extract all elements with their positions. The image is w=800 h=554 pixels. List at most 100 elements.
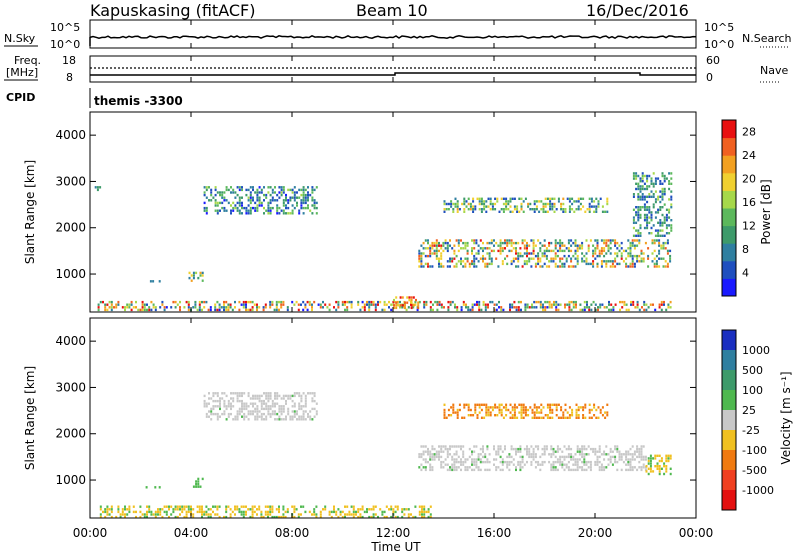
power-cell bbox=[385, 303, 388, 306]
velocity-cell bbox=[506, 455, 509, 459]
velocity-cell bbox=[538, 411, 541, 414]
power-cell bbox=[653, 249, 656, 253]
velocity-cell bbox=[282, 515, 285, 519]
power-cell bbox=[252, 196, 254, 199]
velocity-y-label: Slant Range [km] bbox=[23, 366, 37, 470]
power-cell bbox=[230, 186, 232, 189]
power-cell bbox=[223, 209, 226, 212]
power-cell bbox=[154, 306, 157, 309]
velocity-cell bbox=[433, 458, 436, 461]
velocity-cell bbox=[390, 508, 393, 511]
power-cell bbox=[568, 200, 571, 203]
power-cell bbox=[498, 210, 501, 213]
velocity-cell bbox=[146, 505, 148, 508]
power-cell bbox=[544, 202, 547, 206]
power-cell bbox=[665, 216, 668, 219]
velocity-cell bbox=[311, 418, 314, 421]
power-cell bbox=[491, 205, 494, 208]
velocity-cell bbox=[407, 515, 410, 519]
power-cell bbox=[657, 234, 660, 237]
velocity-cell bbox=[550, 468, 553, 472]
power-cell bbox=[442, 265, 445, 268]
power-cell bbox=[302, 196, 305, 199]
velocity-cell bbox=[614, 455, 617, 459]
velocity-cell bbox=[669, 467, 672, 470]
power-cell bbox=[490, 239, 493, 242]
power-cell bbox=[661, 174, 664, 178]
power-cell bbox=[135, 306, 137, 309]
velocity-cell bbox=[513, 416, 516, 419]
velocity-cell bbox=[548, 453, 551, 456]
power-cell bbox=[496, 197, 499, 200]
velocity-cell bbox=[571, 414, 574, 417]
power-cell bbox=[234, 300, 236, 304]
power-cell bbox=[440, 262, 443, 266]
power-cell bbox=[590, 303, 593, 306]
power-cell bbox=[225, 209, 228, 212]
power-cell bbox=[646, 213, 649, 217]
power-cell bbox=[581, 308, 584, 312]
power-cell bbox=[605, 241, 608, 245]
power-cell bbox=[267, 209, 270, 212]
velocity-cell bbox=[438, 445, 440, 448]
velocity-cell bbox=[649, 462, 652, 465]
power-cell bbox=[539, 241, 542, 245]
power-cell bbox=[484, 247, 487, 250]
power-cell bbox=[544, 308, 547, 312]
power-cell bbox=[429, 265, 432, 268]
power-cell bbox=[498, 300, 500, 304]
power-cell bbox=[660, 257, 663, 260]
velocity-cell bbox=[407, 513, 410, 516]
power-cell bbox=[510, 239, 513, 242]
power-cell bbox=[247, 308, 250, 312]
power-cell bbox=[427, 265, 429, 268]
velocity-cell bbox=[519, 455, 522, 459]
velocity-cell bbox=[565, 463, 568, 466]
power-cell bbox=[660, 308, 663, 312]
power-cell bbox=[475, 257, 478, 260]
power-cell bbox=[436, 308, 439, 312]
power-cell bbox=[478, 308, 481, 312]
power-cell bbox=[247, 199, 250, 202]
power-cell bbox=[223, 196, 226, 199]
power-cell bbox=[654, 308, 657, 312]
velocity-cell bbox=[524, 411, 527, 414]
velocity-cell bbox=[219, 402, 221, 405]
velocity-cell bbox=[438, 453, 440, 456]
power-cell bbox=[110, 308, 113, 312]
power-cell bbox=[473, 265, 476, 268]
velocity-cell bbox=[225, 508, 228, 511]
velocity-cell bbox=[455, 453, 458, 456]
power-cell bbox=[487, 306, 489, 309]
power-cell bbox=[650, 226, 653, 230]
power-cell bbox=[304, 188, 307, 192]
power-cell bbox=[210, 188, 213, 192]
power-cell bbox=[361, 306, 364, 309]
velocity-cell bbox=[251, 513, 254, 516]
power-cell bbox=[573, 210, 576, 213]
power-cell bbox=[629, 252, 632, 255]
velocity-cell bbox=[526, 460, 528, 464]
velocity-cell bbox=[609, 460, 612, 464]
velocity-cell bbox=[271, 412, 274, 416]
velocity-colorbar-tick: -25 bbox=[742, 424, 760, 437]
power-cell bbox=[605, 265, 608, 268]
velocity-cell bbox=[249, 410, 252, 413]
power-cell bbox=[480, 208, 483, 211]
power-cell bbox=[548, 300, 551, 304]
power-cell bbox=[654, 177, 657, 180]
power-cell bbox=[643, 206, 646, 209]
power-cell bbox=[190, 279, 193, 282]
power-cell bbox=[603, 249, 606, 253]
velocity-cell bbox=[464, 466, 467, 469]
velocity-cell bbox=[471, 468, 473, 472]
velocity-cell bbox=[460, 463, 462, 466]
velocity-cell bbox=[453, 445, 456, 448]
velocity-cell bbox=[603, 450, 606, 453]
velocity-cell bbox=[302, 418, 305, 421]
power-cell bbox=[625, 308, 628, 312]
velocity-cell bbox=[368, 515, 371, 519]
velocity-cell bbox=[451, 463, 454, 466]
velocity-cell bbox=[601, 414, 604, 417]
